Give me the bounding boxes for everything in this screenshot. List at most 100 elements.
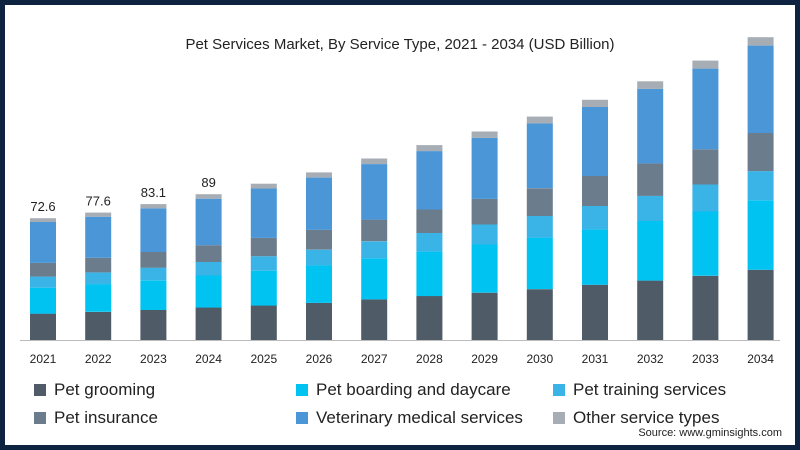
bar-veterinary-medical-services-2034 [747,45,774,133]
legend-swatch [553,384,565,396]
data-label-2022: 77.6 [86,194,111,209]
bar-pet-insurance-2023 [140,252,167,268]
bar-other-service-types-2024 [195,194,222,199]
bar-pet-boarding-and-daycare-2028 [416,251,443,297]
bar-pet-grooming-2022 [85,311,112,340]
bar-pet-grooming-2029 [471,292,498,340]
bar-other-service-types-2034 [747,37,774,46]
bar-pet-insurance-2028 [416,209,443,233]
legend-label: Pet boarding and daycare [316,380,511,399]
bar-pet-grooming-2026 [306,302,332,340]
bar-pet-training-services-2023 [140,267,167,281]
legend-label: Pet grooming [54,380,156,399]
bar-other-service-types-2026 [306,172,332,178]
data-label-2023: 83.1 [141,185,166,200]
bar-pet-grooming-2034 [747,269,774,340]
bar-veterinary-medical-services-2024 [195,198,222,246]
bar-pet-insurance-2022 [85,257,112,273]
source-note: Source: www.gminsights.com [638,427,782,439]
bar-pet-insurance-2029 [471,198,498,225]
bar-pet-grooming-2025 [250,305,277,340]
x-tick-label-2021: 2021 [30,352,57,366]
legend-item-veterinary-medical-services: Veterinary medical services [296,408,523,428]
legend-item-pet-training-services: Pet training services [553,380,726,400]
bar-pet-training-services-2028 [416,233,443,252]
bar-veterinary-medical-services-2025 [250,188,277,238]
bar-pet-training-services-2026 [306,249,332,266]
chart-title: Pet Services Market, By Service Type, 20… [185,36,615,53]
bar-veterinary-medical-services-2026 [306,177,332,230]
legend-swatch [296,412,308,424]
bar-pet-insurance-2034 [747,133,774,172]
bar-other-service-types-2021 [30,218,56,222]
bar-veterinary-medical-services-2031 [582,107,608,176]
bar-other-service-types-2022 [85,212,112,217]
bar-veterinary-medical-services-2033 [692,68,719,150]
x-tick-label-2028: 2028 [416,352,443,366]
x-tick-label-2023: 2023 [140,352,167,366]
x-tick-label-2030: 2030 [526,352,553,366]
x-tick-label-2022: 2022 [85,352,112,366]
bar-pet-boarding-and-daycare-2023 [140,280,167,310]
legend-item-pet-insurance: Pet insurance [34,408,158,428]
x-tick-label-2034: 2034 [747,352,774,366]
bar-veterinary-medical-services-2021 [30,221,56,263]
bar-pet-boarding-and-daycare-2032 [637,221,664,281]
bar-pet-training-services-2027 [361,241,388,259]
bar-pet-training-services-2033 [692,184,719,212]
legend-label: Other service types [573,408,720,427]
chart-legend: Pet grooming Pet boarding and daycare Pet … [0,380,800,430]
x-tick-label-2025: 2025 [250,352,277,366]
bar-pet-grooming-2033 [692,275,719,340]
bar-veterinary-medical-services-2029 [471,137,498,199]
data-label-2021: 72.6 [30,199,55,214]
bar-other-service-types-2032 [637,81,664,89]
bar-pet-training-services-2024 [195,262,222,276]
bar-pet-insurance-2025 [250,237,277,257]
legend-item-other-service-types: Other service types [553,408,719,428]
bar-pet-boarding-and-daycare-2024 [195,275,222,308]
bar-pet-training-services-2025 [250,256,277,271]
bar-veterinary-medical-services-2032 [637,88,664,164]
x-tick-label-2024: 2024 [195,352,222,366]
bar-other-service-types-2029 [471,131,498,138]
bar-other-service-types-2025 [250,183,277,189]
legend-label: Pet insurance [54,408,158,427]
bar-pet-training-services-2031 [582,206,608,230]
bar-pet-grooming-2021 [30,313,56,340]
x-tick-label-2027: 2027 [361,352,388,366]
bar-pet-training-services-2032 [637,195,664,221]
legend-item-pet-grooming: Pet grooming [34,380,155,400]
x-tick-label-2031: 2031 [582,352,609,366]
legend-label: Pet training services [573,380,727,399]
bar-other-service-types-2031 [582,99,608,107]
legend-swatch [34,384,46,396]
bar-pet-grooming-2028 [416,296,443,340]
bar-other-service-types-2023 [140,204,167,209]
bar-pet-training-services-2022 [85,272,112,285]
x-tick-label-2032: 2032 [637,352,664,366]
bar-pet-boarding-and-daycare-2031 [582,229,608,285]
legend-label: Veterinary medical services [316,408,523,427]
bar-pet-boarding-and-daycare-2033 [692,211,719,276]
bar-pet-insurance-2027 [361,219,388,242]
bar-pet-boarding-and-daycare-2029 [471,244,498,293]
x-tick-label-2033: 2033 [692,352,719,366]
bar-pet-boarding-and-daycare-2030 [526,237,553,290]
bar-pet-training-services-2034 [747,171,774,201]
bar-pet-insurance-2033 [692,149,719,185]
bar-pet-training-services-2030 [526,216,553,238]
bar-pet-grooming-2023 [140,310,167,340]
legend-swatch [34,412,46,424]
bar-pet-boarding-and-daycare-2021 [30,287,56,314]
bar-pet-grooming-2030 [526,289,553,340]
bar-pet-boarding-and-daycare-2034 [747,200,774,270]
bar-other-service-types-2027 [361,158,388,164]
bar-pet-training-services-2029 [471,224,498,245]
bar-pet-insurance-2024 [195,245,222,262]
x-tick-label-2029: 2029 [471,352,498,366]
bar-pet-insurance-2021 [30,262,56,277]
bar-pet-boarding-and-daycare-2027 [361,258,388,300]
